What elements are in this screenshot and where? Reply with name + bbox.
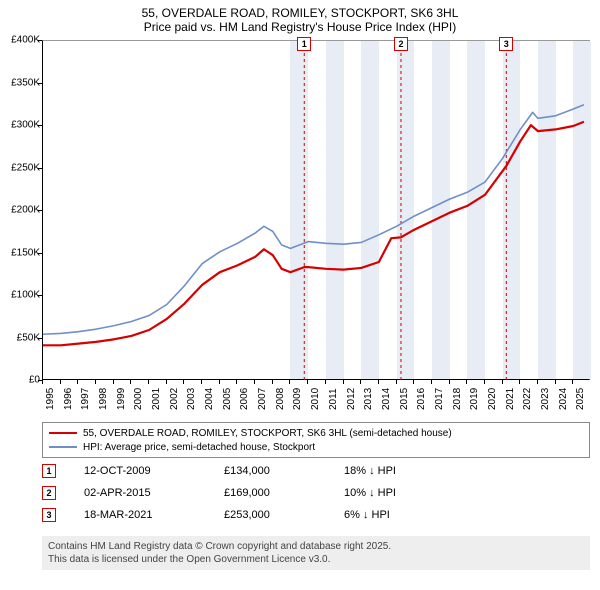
x-axis-tick-label: 2015 bbox=[399, 388, 410, 410]
legend-row: HPI: Average price, semi-detached house,… bbox=[49, 440, 583, 454]
x-axis-tick-label: 2001 bbox=[151, 388, 162, 410]
x-axis-tick-label: 2003 bbox=[186, 388, 197, 410]
x-axis-tick-label: 2020 bbox=[487, 388, 498, 410]
plot-area: 1 2 3 bbox=[42, 40, 590, 380]
chart-subtitle: Price paid vs. HM Land Registry's House … bbox=[0, 20, 600, 34]
sale-row: 1 12-OCT-2009£134,00018% ↓ HPI bbox=[42, 460, 590, 482]
x-axis-tick-label: 2022 bbox=[522, 388, 533, 410]
sale-price: £169,000 bbox=[224, 487, 344, 499]
sale-row: 3 18-MAR-2021£253,0006% ↓ HPI bbox=[42, 504, 590, 526]
x-axis-tick-label: 2021 bbox=[505, 388, 516, 410]
footer-line1: Contains HM Land Registry data © Crown c… bbox=[48, 540, 584, 553]
y-axis-tick-label: £200K bbox=[2, 205, 40, 216]
legend: 55, OVERDALE ROAD, ROMILEY, STOCKPORT, S… bbox=[42, 422, 590, 458]
x-axis-tick-label: 2016 bbox=[416, 388, 427, 410]
x-axis-tick-label: 2017 bbox=[434, 388, 445, 410]
sale-diff: 6% ↓ HPI bbox=[344, 509, 464, 521]
sale-date: 12-OCT-2009 bbox=[84, 465, 224, 477]
x-axis-tick-label: 1997 bbox=[80, 388, 91, 410]
sale-diff: 10% ↓ HPI bbox=[344, 487, 464, 499]
x-axis-tick-label: 2008 bbox=[275, 388, 286, 410]
sales-table: 1 12-OCT-2009£134,00018% ↓ HPI 2 02-APR-201… bbox=[42, 460, 590, 526]
x-axis-tick-label: 2007 bbox=[257, 388, 268, 410]
sale-date: 18-MAR-2021 bbox=[84, 509, 224, 521]
line-series-svg bbox=[43, 41, 591, 381]
legend-label: HPI: Average price, semi-detached house,… bbox=[83, 442, 315, 453]
sale-row-marker: 1 bbox=[42, 464, 56, 478]
y-axis-tick-label: £100K bbox=[2, 290, 40, 301]
x-axis-tick-label: 2000 bbox=[133, 388, 144, 410]
title-block: 55, OVERDALE ROAD, ROMILEY, STOCKPORT, S… bbox=[0, 0, 600, 36]
legend-label: 55, OVERDALE ROAD, ROMILEY, STOCKPORT, S… bbox=[83, 428, 452, 439]
y-axis-tick-label: £350K bbox=[2, 77, 40, 88]
sale-date: 02-APR-2015 bbox=[84, 487, 224, 499]
sale-marker-3: 3 bbox=[499, 37, 513, 51]
x-axis-tick-label: 2018 bbox=[452, 388, 463, 410]
x-axis-tick-label: 2014 bbox=[381, 388, 392, 410]
x-axis-tick-label: 2012 bbox=[346, 388, 357, 410]
footer-line2: This data is licensed under the Open Gov… bbox=[48, 553, 584, 566]
x-axis-tick-label: 2024 bbox=[558, 388, 569, 410]
chart-title: 55, OVERDALE ROAD, ROMILEY, STOCKPORT, S… bbox=[0, 6, 600, 20]
x-axis-tick-label: 2010 bbox=[310, 388, 321, 410]
x-axis-tick-label: 2009 bbox=[292, 388, 303, 410]
y-axis-tick-label: £400K bbox=[2, 35, 40, 46]
x-axis-tick-label: 1996 bbox=[63, 388, 74, 410]
legend-row: 55, OVERDALE ROAD, ROMILEY, STOCKPORT, S… bbox=[49, 426, 583, 440]
x-axis-tick-label: 1999 bbox=[116, 388, 127, 410]
x-axis-tick-label: 2011 bbox=[328, 388, 339, 410]
sale-diff: 18% ↓ HPI bbox=[344, 465, 464, 477]
series-price_paid bbox=[43, 122, 584, 346]
sale-price: £134,000 bbox=[224, 465, 344, 477]
sale-marker-1: 1 bbox=[297, 37, 311, 51]
y-axis-tick-label: £0 bbox=[2, 375, 40, 386]
chart-container: 55, OVERDALE ROAD, ROMILEY, STOCKPORT, S… bbox=[0, 0, 600, 590]
legend-swatch bbox=[49, 446, 77, 448]
x-axis-tick-label: 2006 bbox=[239, 388, 250, 410]
footer-attribution: Contains HM Land Registry data © Crown c… bbox=[42, 536, 590, 570]
x-axis-tick-label: 2023 bbox=[540, 388, 551, 410]
y-axis-tick-label: £50K bbox=[2, 332, 40, 343]
x-axis-tick-label: 1995 bbox=[45, 388, 56, 410]
series-hpi bbox=[43, 105, 584, 335]
y-axis-tick-label: £150K bbox=[2, 247, 40, 258]
x-axis-tick-label: 2002 bbox=[169, 388, 180, 410]
x-axis-tick-label: 2013 bbox=[363, 388, 374, 410]
x-axis-tick-label: 2005 bbox=[222, 388, 233, 410]
legend-swatch bbox=[49, 432, 77, 435]
sale-row-marker: 3 bbox=[42, 508, 56, 522]
x-axis-tick-label: 1998 bbox=[98, 388, 109, 410]
y-axis-tick-label: £250K bbox=[2, 162, 40, 173]
sale-row: 2 02-APR-2015£169,00010% ↓ HPI bbox=[42, 482, 590, 504]
sale-price: £253,000 bbox=[224, 509, 344, 521]
x-axis-tick-label: 2004 bbox=[204, 388, 215, 410]
y-axis-tick-label: £300K bbox=[2, 120, 40, 131]
sale-marker-2: 2 bbox=[394, 37, 408, 51]
x-axis-tick-label: 2025 bbox=[575, 388, 586, 410]
sale-row-marker: 2 bbox=[42, 486, 56, 500]
x-axis-tick-label: 2019 bbox=[469, 388, 480, 410]
